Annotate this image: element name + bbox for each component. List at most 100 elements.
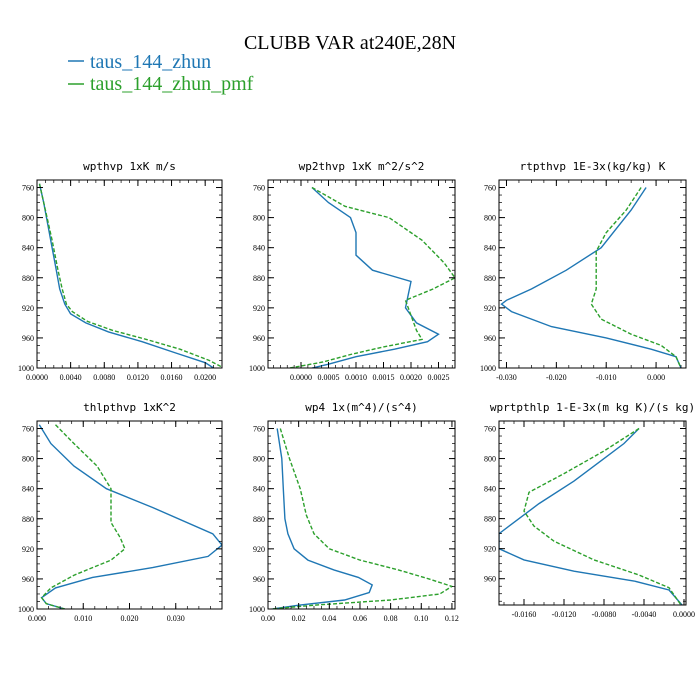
y-tick-label: 880	[22, 274, 34, 283]
x-tick-label: 0.0000	[673, 610, 695, 619]
y-tick-label: 760	[484, 184, 496, 193]
y-tick-label: 880	[22, 515, 34, 524]
x-tick-label: -0.0080	[592, 610, 617, 619]
y-tick-label: 920	[22, 545, 34, 554]
x-tick-label: 0.0015	[373, 373, 395, 382]
x-tick-label: -0.0040	[632, 610, 657, 619]
x-tick-label: 0.030	[167, 614, 185, 623]
y-tick-label: 1000	[18, 364, 34, 373]
y-tick-label: 760	[22, 425, 34, 434]
x-tick-label: 0.0200	[194, 373, 216, 382]
series-line-zhun-pmf	[271, 428, 454, 609]
plot-frame	[498, 420, 687, 606]
panel-title: wpthvp 1xK m/s	[83, 160, 176, 173]
legend-label-1: taus_144_zhun_pmf	[90, 73, 254, 95]
panel-2: wp2thvp 1xK m^2/s^2 0.0000 0.0005 0.0010 0.0…	[249, 160, 456, 382]
y-tick-label: 760	[253, 184, 265, 193]
y-tick-label: 920	[253, 545, 265, 554]
series-line-zhun-pmf	[40, 424, 126, 609]
y-tick-label: 760	[22, 184, 34, 193]
x-tick-label: 0.0000	[26, 373, 48, 382]
x-tick-label: 0.0005	[318, 373, 340, 382]
panel-4: thlpthvp 1xK^2 0.000 0.010 0.020 0.030 760 800…	[18, 401, 223, 623]
legend: taus_144_zhun taus_144_zhun_pmf	[68, 51, 254, 95]
series-line-zhun-pmf	[38, 183, 222, 368]
x-tick-label: 0.06	[353, 614, 367, 623]
x-tick-label: -0.020	[546, 373, 567, 382]
plot-frame	[267, 179, 456, 369]
y-tick-label: 880	[484, 274, 496, 283]
y-tick-label: 880	[484, 515, 496, 524]
y-tick-label: 920	[484, 545, 496, 554]
x-tick-label: 0.08	[384, 614, 398, 623]
legend-label-0: taus_144_zhun	[90, 51, 211, 73]
figure-title: CLUBB VAR at240E,28N	[244, 32, 456, 54]
y-tick-label: 760	[253, 425, 265, 434]
panel-6: wprtpthlp 1-E-3x(m kg K)/(s kg) -0.0160 -0…	[484, 401, 695, 619]
series-line-zhun	[311, 186, 440, 368]
series-line-zhun-pmf	[590, 187, 682, 368]
y-tick-label: 840	[484, 485, 496, 494]
x-tick-label: 0.0120	[127, 373, 149, 382]
x-tick-label: 0.00	[261, 614, 275, 623]
x-tick-label: 0.02	[292, 614, 306, 623]
x-tick-label: 0.000	[647, 373, 665, 382]
y-tick-label: 1000	[18, 605, 34, 614]
x-tick-label: -0.010	[596, 373, 617, 382]
x-tick-label: 0.0010	[345, 373, 367, 382]
panel-title: wprtpthlp 1-E-3x(m kg K)/(s kg)	[490, 401, 695, 414]
y-tick-label: 920	[484, 304, 496, 313]
panel-title: wp2thvp 1xK m^2/s^2	[299, 160, 425, 173]
x-tick-label: 0.0080	[93, 373, 115, 382]
series-line-zhun	[499, 428, 683, 605]
x-tick-label: 0.0025	[428, 373, 450, 382]
y-tick-label: 800	[484, 214, 496, 223]
y-tick-label: 800	[22, 455, 34, 464]
panel-5: wp4 1x(m^4)/(s^4) 0.00 0.02 0.04 0.06 0.08 0.1…	[249, 401, 459, 623]
y-tick-label: 840	[22, 485, 34, 494]
x-tick-label: 0.10	[414, 614, 428, 623]
y-tick-label: 1000	[249, 364, 265, 373]
y-tick-label: 800	[22, 214, 34, 223]
y-tick-label: 960	[22, 575, 34, 584]
x-tick-label: 0.0160	[161, 373, 183, 382]
series-line-zhun	[272, 428, 374, 609]
x-tick-label: 0.0000	[290, 373, 312, 382]
series-line-zhun	[500, 187, 682, 368]
x-tick-label: -0.0120	[552, 610, 577, 619]
y-tick-label: 840	[253, 244, 265, 253]
y-tick-label: 880	[253, 274, 265, 283]
series-line-zhun	[38, 183, 214, 368]
y-tick-label: 960	[22, 334, 34, 343]
y-tick-label: 1000	[480, 364, 496, 373]
panel-title: thlpthvp 1xK^2	[83, 401, 176, 414]
x-tick-label: 0.010	[74, 614, 92, 623]
x-tick-label: 0.0020	[400, 373, 422, 382]
y-tick-label: 1000	[249, 605, 265, 614]
panel-1: wpthvp 1xK m/s 0.0000 0.0040 0.0080 0.0120 0.…	[18, 160, 223, 382]
x-tick-label: 0.020	[121, 614, 139, 623]
plot-frame	[36, 179, 223, 369]
panel-3: rtpthvp 1E-3x(kg/kg) K -0.030 -0.020 -0.010…	[480, 160, 687, 382]
y-tick-label: 960	[484, 334, 496, 343]
x-tick-label: -0.030	[496, 373, 517, 382]
series-line-zhun	[38, 424, 222, 609]
plot-frame	[498, 179, 687, 369]
y-tick-label: 920	[253, 304, 265, 313]
plot-frame	[267, 420, 456, 610]
panel-title: wp4 1x(m^4)/(s^4)	[305, 401, 418, 414]
y-tick-label: 960	[253, 334, 265, 343]
panels: wpthvp 1xK m/s 0.0000 0.0040 0.0080 0.0120 0.…	[18, 160, 695, 623]
y-tick-label: 960	[253, 575, 265, 584]
y-tick-label: 760	[484, 425, 496, 434]
x-tick-label: 0.12	[445, 614, 459, 623]
panel-title: rtpthvp 1E-3x(kg/kg) K	[520, 160, 666, 173]
y-tick-label: 880	[253, 515, 265, 524]
x-tick-label: 0.000	[28, 614, 46, 623]
y-tick-label: 960	[484, 575, 496, 584]
x-tick-label: -0.0160	[512, 610, 537, 619]
y-tick-label: 840	[22, 244, 34, 253]
series-line-zhun-pmf	[289, 186, 455, 368]
x-tick-label: 0.04	[322, 614, 336, 623]
series-line-zhun-pmf	[523, 427, 682, 605]
